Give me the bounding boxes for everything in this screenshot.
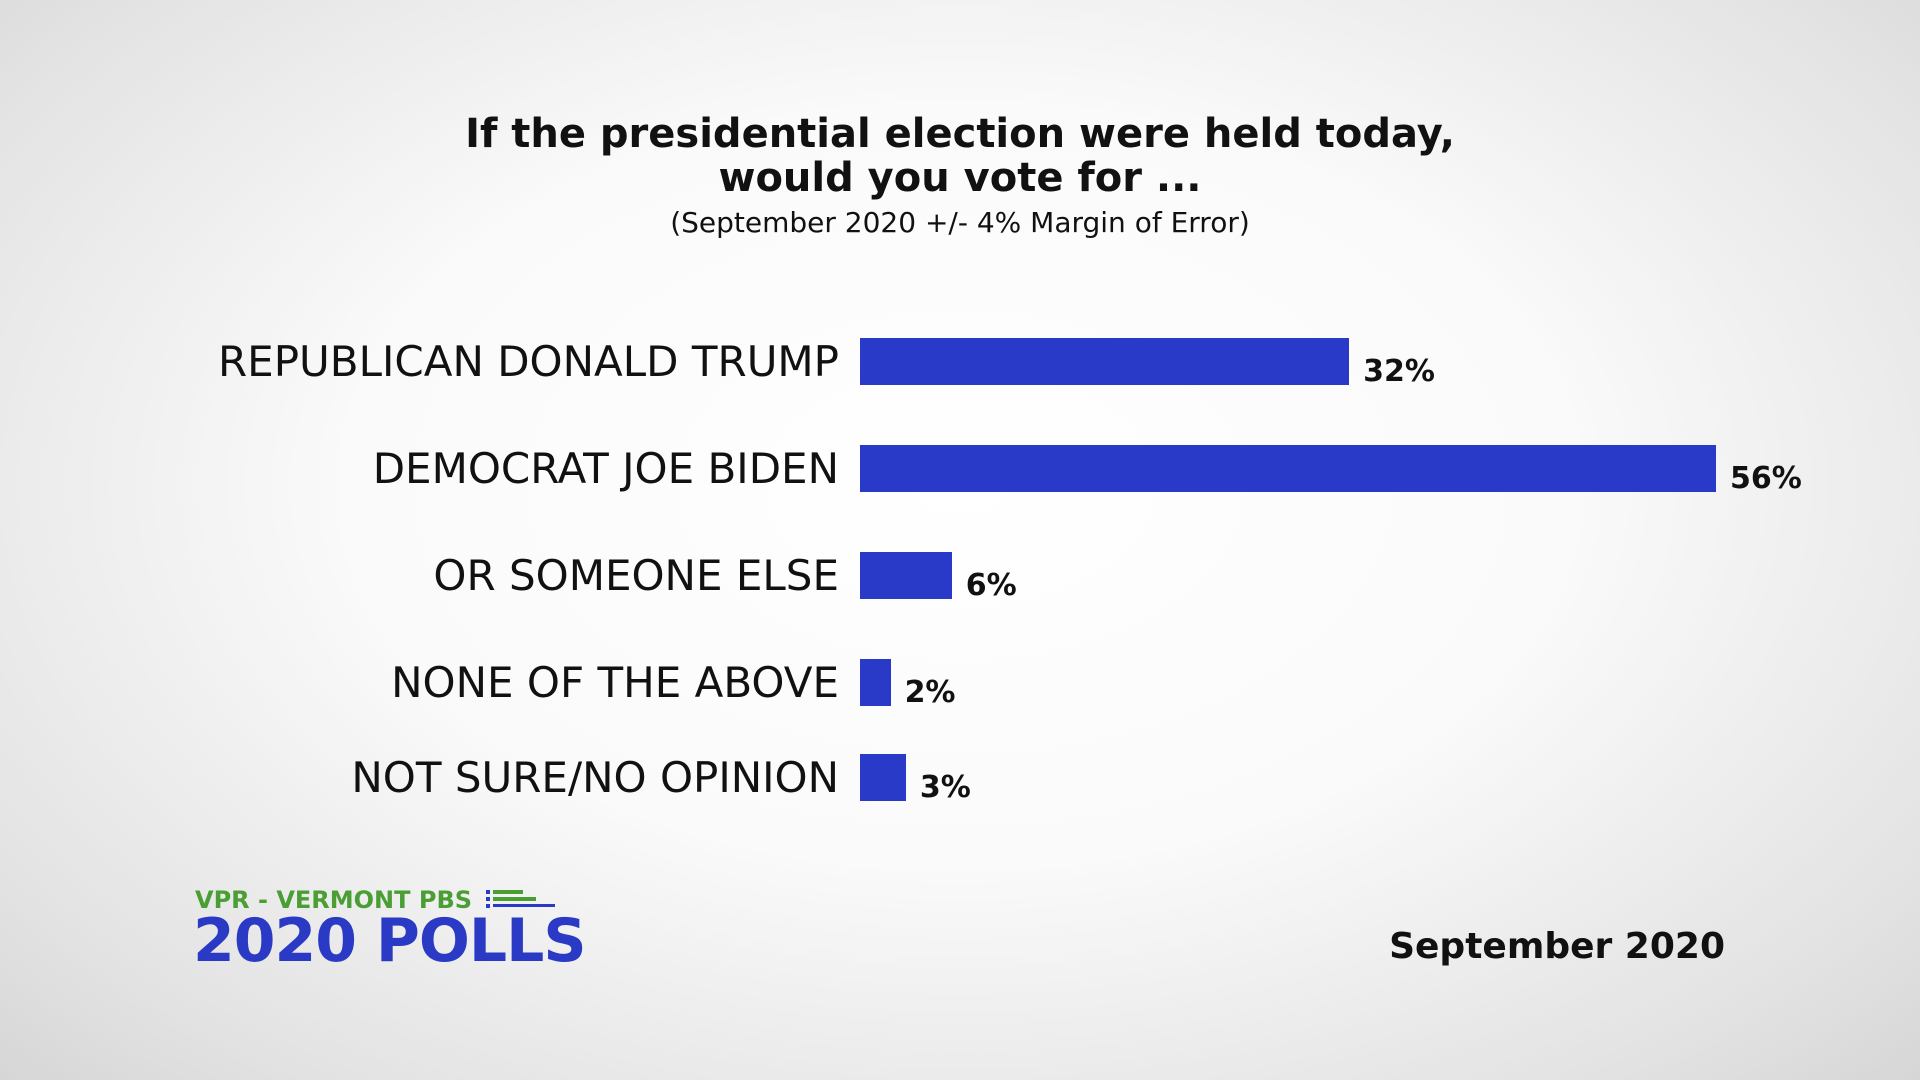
value-label: 32% — [1363, 354, 1435, 389]
category-label: NONE OF THE ABOVE — [391, 658, 839, 707]
value-label: 56% — [1730, 461, 1802, 496]
chart-title: If the presidential election were held t… — [0, 112, 1920, 200]
category-label: REPUBLICAN DONALD TRUMP — [218, 337, 839, 386]
bar — [860, 338, 1350, 385]
bar — [860, 445, 1716, 492]
date-label: September 2020 — [1389, 926, 1725, 967]
category-label: NOT SURE/NO OPINION — [351, 753, 839, 802]
category-label: OR SOMEONE ELSE — [433, 551, 839, 600]
value-label: 6% — [965, 568, 1017, 603]
value-label: 3% — [919, 770, 971, 805]
chart-subtitle: (September 2020 +/- 4% Margin of Error) — [670, 206, 1250, 239]
title-line-2: would you vote for ... — [718, 155, 1202, 201]
logo-brand-text: VPR - VERMONT PBS — [195, 886, 473, 914]
logo-brand-line: VPR - VERMONT PBS — [195, 886, 556, 914]
title-line-1: If the presidential election were held t… — [465, 111, 1455, 157]
category-label: DEMOCRAT JOE BIDEN — [372, 444, 839, 493]
bar — [860, 754, 906, 801]
bar — [860, 552, 952, 599]
bar — [860, 659, 891, 706]
poll-bars-icon — [486, 890, 556, 908]
value-label: 2% — [904, 675, 956, 710]
logo-title: 2020 POLLS — [193, 906, 587, 976]
